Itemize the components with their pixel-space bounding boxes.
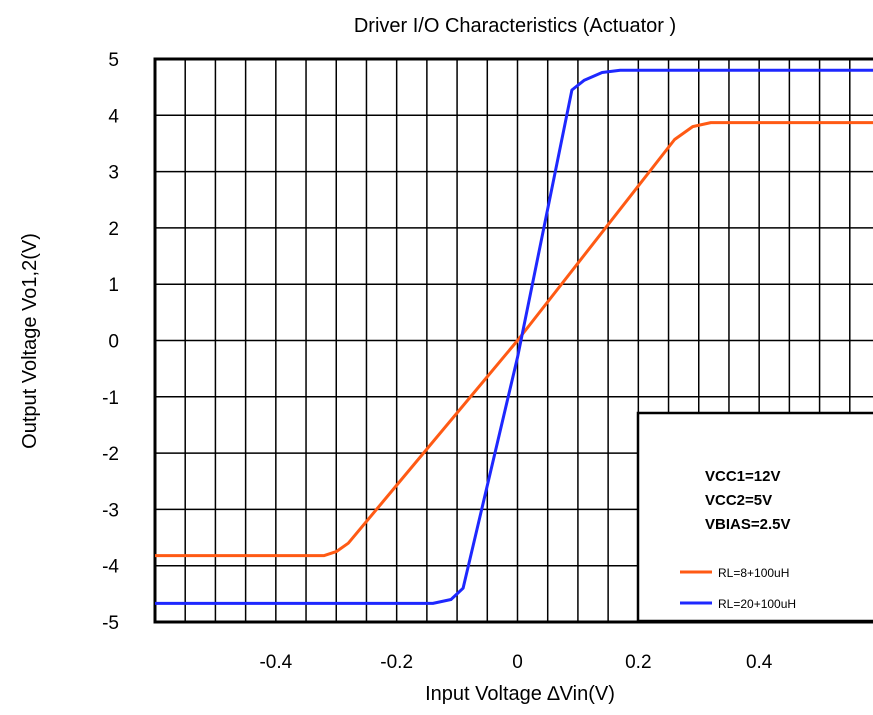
- x-tick-label: 0.4: [746, 652, 773, 673]
- y-tick-labels: 5 4 3 2 1 0 -1 -2 -3 -4 -5: [102, 50, 119, 634]
- y-tick-label: -1: [102, 388, 119, 409]
- series-line-1: [155, 68, 873, 605]
- y-axis-label: Output Voltage Vo1,2(V): [19, 233, 41, 449]
- legend-label-rl8: RL=8+100uH: [718, 566, 789, 580]
- legend-box: VCC1=12V VCC2=5V VBIAS=2.5V RL=8+100uH R…: [636, 411, 873, 623]
- x-axis-label: Input Voltage ∆Vin(V): [425, 683, 615, 705]
- y-tick-label: 5: [108, 50, 119, 71]
- x-tick-labels: -0.4 -0.2 0 0.2 0.4: [259, 652, 772, 673]
- x-tick-label: 0.2: [625, 652, 651, 673]
- x-tick-label: -0.2: [380, 652, 413, 673]
- annotation-vbias: VBIAS=2.5V: [705, 516, 790, 533]
- y-tick-label: 4: [108, 106, 119, 127]
- y-tick-label: 1: [108, 275, 119, 296]
- plot-frame: [153, 57, 873, 624]
- annotation-vcc1: VCC1=12V: [705, 468, 780, 485]
- annotation-vcc2: VCC2=5V: [705, 492, 772, 509]
- y-tick-label: 2: [108, 219, 119, 240]
- legend-label-rl20: RL=20+100uH: [718, 597, 796, 611]
- y-tick-label: 3: [108, 163, 119, 184]
- y-tick-label: -4: [102, 557, 119, 578]
- y-tick-label: -5: [102, 613, 119, 634]
- x-tick-label: 0: [512, 652, 523, 673]
- y-tick-label: -3: [102, 500, 119, 521]
- chart-title: Driver I/O Characteristics (Actuator ): [354, 15, 676, 37]
- y-tick-label: 0: [108, 332, 119, 353]
- x-tick-label: -0.4: [259, 652, 292, 673]
- series-line-0: [155, 121, 873, 558]
- y-tick-label: -2: [102, 444, 119, 465]
- legend-frame: [636, 411, 873, 623]
- series-layer: [155, 68, 873, 605]
